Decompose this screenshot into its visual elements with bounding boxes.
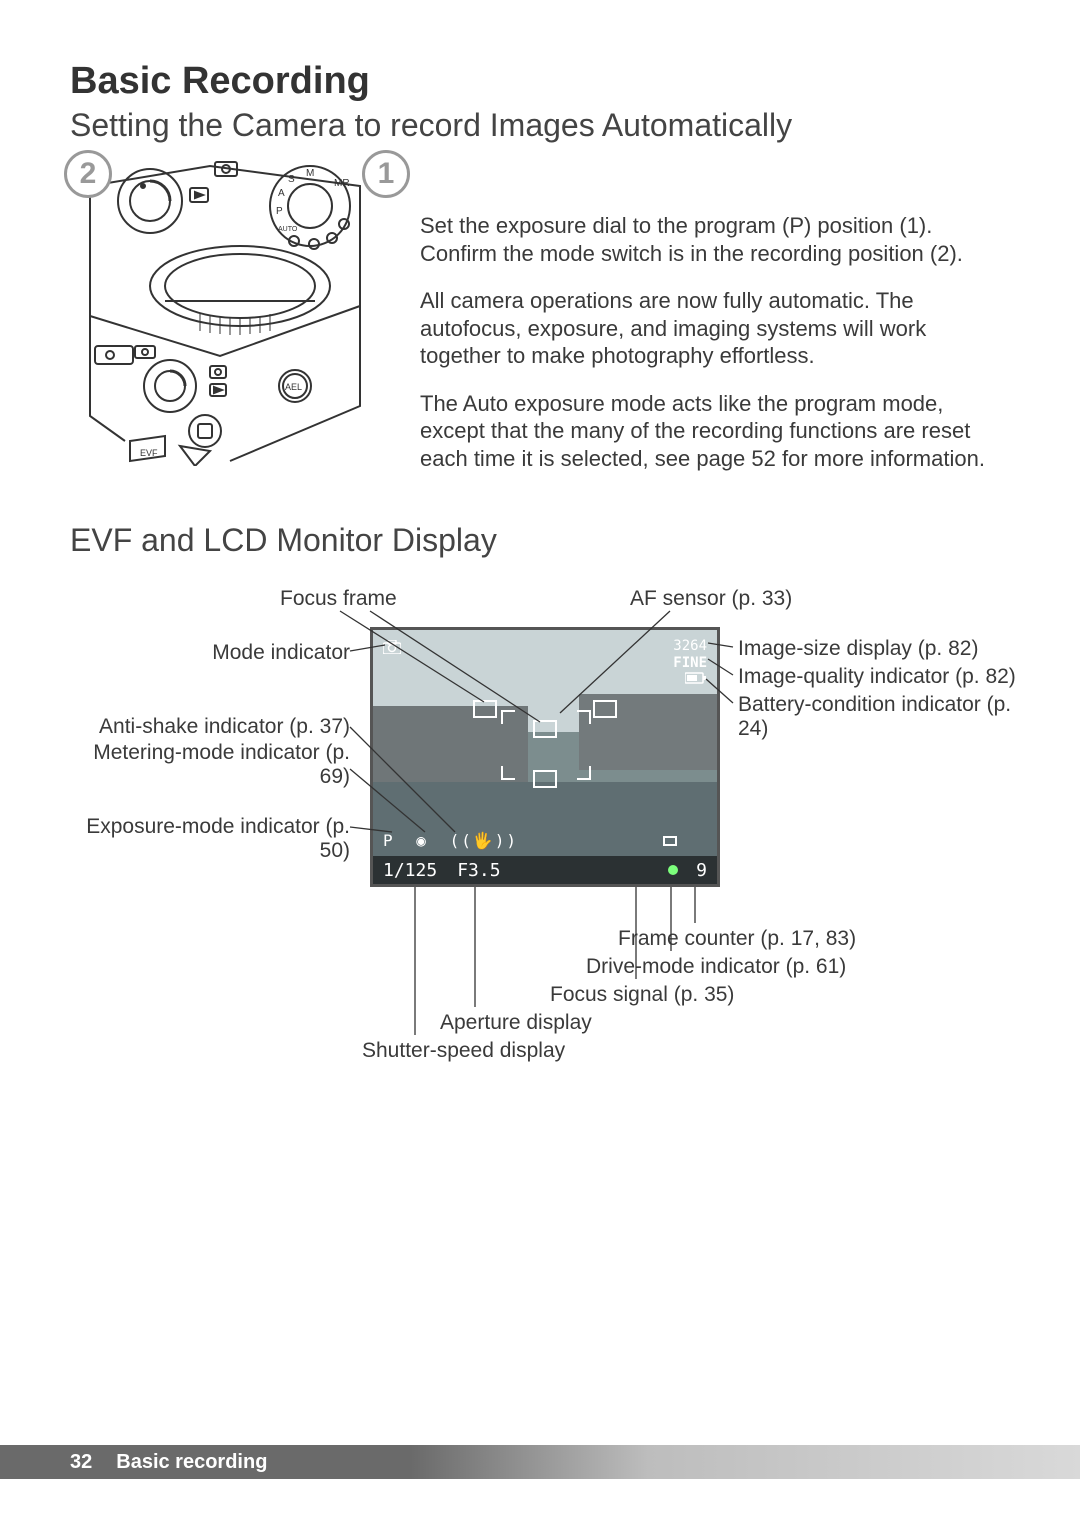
paragraph-1: Set the exposure dial to the program (P)… xyxy=(420,212,1010,267)
svg-text:AEL: AEL xyxy=(285,382,302,392)
paragraph-2: All camera operations are now fully auto… xyxy=(420,287,1010,370)
callout-1: 1 xyxy=(362,150,410,198)
callout-2: 2 xyxy=(64,150,112,198)
paragraph-3: The Auto exposure mode acts like the pro… xyxy=(420,390,1010,473)
footer-bar: 32 Basic recording xyxy=(0,1445,1080,1479)
page-subtitle: Setting the Camera to record Images Auto… xyxy=(70,107,1010,144)
svg-text:A: A xyxy=(278,188,285,199)
svg-text:M: M xyxy=(306,168,314,179)
camera-illustration: 2 1 xyxy=(70,156,400,466)
lcd-diagram: Focus frame AF sensor (p. 33) Mode indic… xyxy=(70,587,1010,1087)
svg-text:EVF: EVF xyxy=(140,448,158,458)
footer-section-name: Basic recording xyxy=(116,1451,267,1474)
svg-text:MR: MR xyxy=(334,178,350,189)
svg-text:AUTO: AUTO xyxy=(278,226,298,233)
page-title: Basic Recording xyxy=(70,60,1010,103)
svg-text:P: P xyxy=(276,206,283,217)
svg-text:S: S xyxy=(288,174,295,185)
camera-line-art: M S A P MR AUTO xyxy=(70,156,400,466)
page-number: 32 xyxy=(70,1451,92,1474)
section-heading: EVF and LCD Monitor Display xyxy=(70,522,1010,559)
leader-lines xyxy=(70,587,1010,1087)
